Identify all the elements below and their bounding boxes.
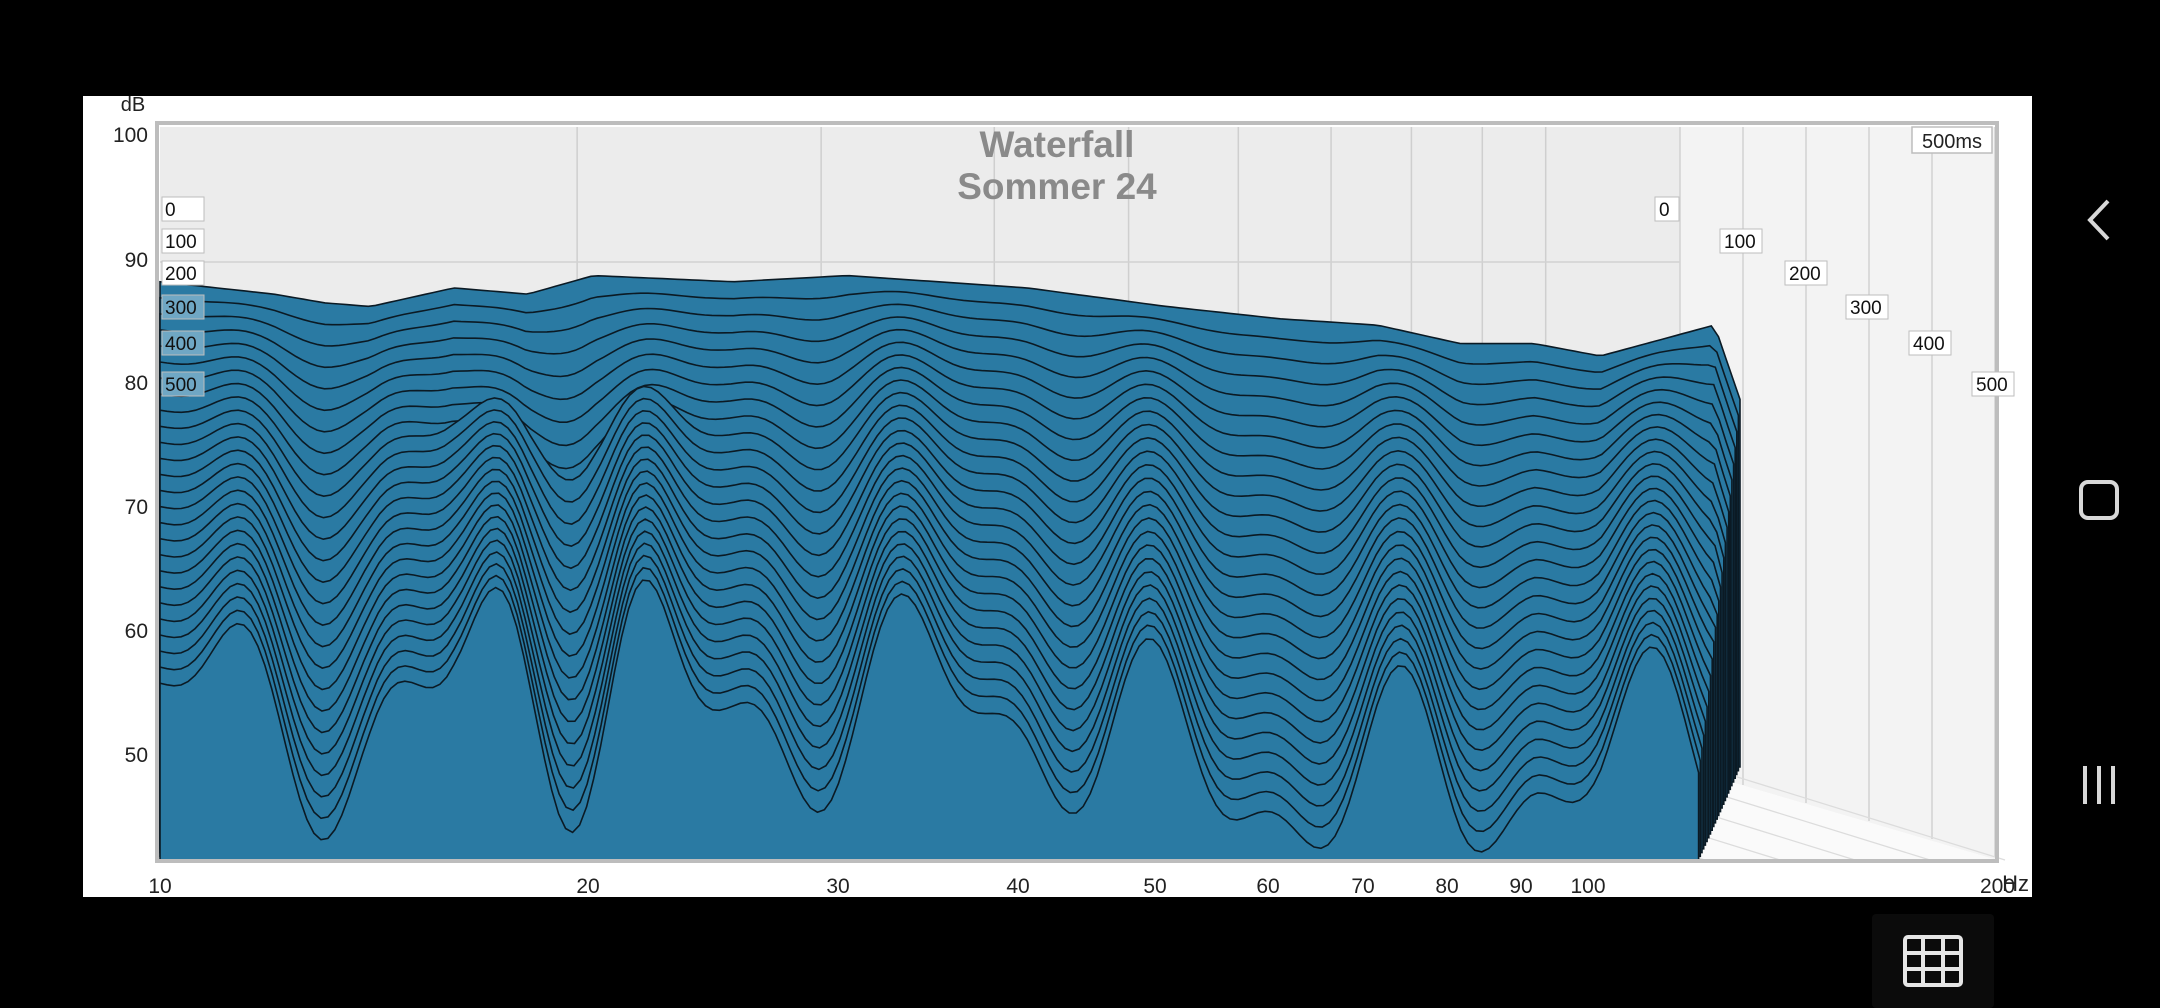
- x-tick-label: 20: [576, 875, 599, 898]
- recent-apps-button[interactable]: [2070, 755, 2130, 815]
- x-tick-label: 70: [1351, 875, 1374, 898]
- x-tick-label: 80: [1435, 875, 1458, 898]
- time-tick-box-left: [161, 228, 205, 254]
- time-axis-label-box: [1911, 126, 1993, 154]
- y-tick-label: 70: [125, 496, 148, 519]
- x-tick-label: 200: [1980, 875, 2015, 898]
- x-tick-label: 40: [1006, 875, 1029, 898]
- time-axis-label: 500ms: [1922, 131, 1982, 153]
- y-tick-label: 50: [125, 744, 148, 767]
- time-tick-label-left: 400: [165, 334, 197, 355]
- waterfall-slices: [159, 274, 1741, 861]
- time-tick-box-left: [161, 294, 205, 320]
- time-tick-box-right: [1784, 260, 1828, 286]
- time-tick-label-left: 100: [165, 232, 197, 253]
- axes-layer: 100 90 80 70 60 50 10 20 30 40 50 60 70 80 90 100 200 0 10…: [113, 124, 2015, 898]
- y-tick-label: 100: [113, 124, 148, 147]
- chart-subtitle: Sommer 24: [957, 166, 1157, 207]
- time-tick-label-right: 200: [1789, 264, 1821, 285]
- home-button[interactable]: [2070, 470, 2130, 530]
- time-tick-box-left: [161, 260, 205, 286]
- x-tick-label: 60: [1256, 875, 1279, 898]
- grid-table-icon: [1903, 935, 1963, 987]
- time-tick-label-right: 100: [1724, 232, 1756, 253]
- time-tick-label-left: 500: [165, 375, 197, 396]
- time-tick-box-right: [1971, 371, 2015, 397]
- x-tick-label: 30: [826, 875, 849, 898]
- y-tick-label: 90: [125, 249, 148, 272]
- time-tick-label-left: 300: [165, 298, 197, 319]
- x-tick-label: 90: [1509, 875, 1532, 898]
- grid-button[interactable]: [1872, 914, 1994, 1008]
- time-tick-label-right: 300: [1850, 298, 1882, 319]
- x-tick-label: 50: [1143, 875, 1166, 898]
- time-tick-box-left: [161, 330, 205, 356]
- time-tick-label-right: 500: [1976, 375, 2008, 396]
- x-tick-label: 100: [1570, 875, 1605, 898]
- time-tick-box-right: [1908, 330, 1952, 356]
- time-tick-label-left: 200: [165, 264, 197, 285]
- time-tick-box-right: [1719, 228, 1763, 254]
- three-bars-icon: [2083, 766, 2115, 804]
- plot-frame: [155, 121, 1999, 863]
- y-tick-label: 80: [125, 372, 148, 395]
- time-tick-box-left: [161, 371, 205, 397]
- y-tick-label: 60: [125, 620, 148, 643]
- time-tick-label-left: 0: [165, 200, 176, 221]
- x-tick-label: 10: [148, 875, 171, 898]
- y-axis-label: dB: [121, 94, 145, 116]
- floor-gridline: [1704, 766, 2006, 861]
- back-button[interactable]: [2070, 190, 2130, 250]
- time-tick-label-right: 400: [1913, 334, 1945, 355]
- chart-title: Waterfall: [980, 124, 1135, 165]
- time-tick-label-right: 0: [1659, 200, 1670, 221]
- time-tick-box-right: [1654, 196, 1680, 222]
- chevron-left-icon: [2087, 199, 2110, 241]
- waterfall-slice: [159, 579, 1700, 861]
- time-tick-box-right: [1845, 294, 1889, 320]
- square-outline-icon: [2079, 480, 2119, 520]
- time-tick-box-left: [161, 196, 205, 222]
- x-axis-unit-label: Hz: [2002, 871, 2029, 896]
